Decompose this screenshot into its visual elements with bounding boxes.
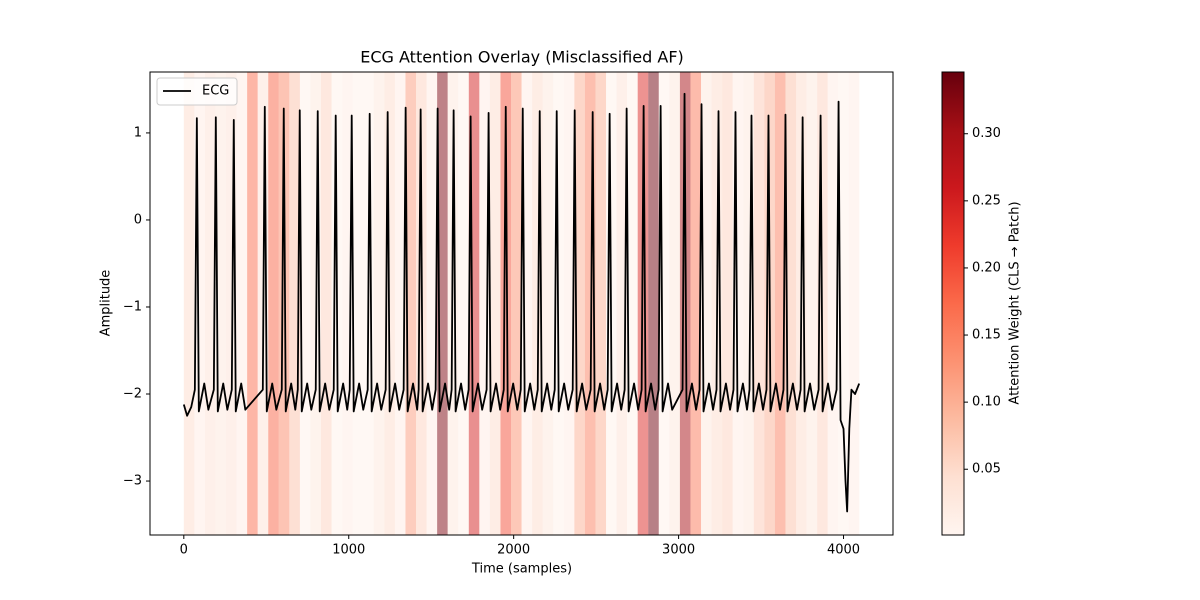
attention-patch [627,72,638,535]
attention-patch [690,72,702,535]
colorbar-tick-label: 0.20 [972,260,1001,275]
x-tick-label: 1000 [332,543,365,558]
attention-patch [806,72,818,535]
attention-patch [669,72,680,535]
colorbar-tick-label: 0.25 [972,193,1001,208]
attention-patch [848,72,860,535]
colorbar-tick-label: 0.30 [972,126,1001,141]
y-tick-label: −3 [123,474,142,489]
legend: ECG [156,77,238,106]
attention-patch [468,72,480,535]
attention-patch [500,72,512,535]
y-axis-label: Amplitude [99,270,114,337]
attention-patch [785,72,797,535]
attention-patch [563,72,575,535]
attention-patch [532,72,543,535]
attention-patch [194,72,205,535]
attention-patch [247,72,258,535]
attention-patch [616,72,628,535]
x-tick-label: 4000 [827,543,860,558]
colorbar [941,71,965,536]
ecg-line [182,92,861,513]
x-axis-label: Time (samples) [471,562,572,577]
attention-patch [584,72,596,535]
y-tick-label: 1 [134,125,142,140]
legend-box [156,77,238,106]
y-tick-label: −1 [123,299,142,314]
attention-patch [732,72,744,535]
y-tick-label: −2 [123,387,142,402]
attention-patch [321,72,332,535]
attention-patch [352,72,364,535]
attention-patch [278,72,290,535]
plot-frame [149,71,894,536]
x-tick-label: 3000 [662,543,695,558]
attention-patch [753,72,765,535]
legend-label: ECG [202,84,229,99]
attention-patch [299,72,311,535]
attention-patch [827,72,839,535]
attention-patch [437,72,448,535]
x-tick-label: 2000 [497,543,530,558]
attention-patch [658,72,670,535]
attention-patch [373,72,385,535]
attention-patch [722,72,733,535]
attention-patch [511,72,522,535]
attention-patch [226,72,237,535]
attention-patch [479,72,490,535]
attention-patch [701,72,712,535]
attention-patch [838,72,849,535]
attention-patch [458,72,469,535]
colorbar-tick-label: 0.10 [972,395,1001,410]
attention-patch [574,72,585,535]
attention-patch [595,72,607,535]
attention-patch [183,72,195,535]
attention-patch [289,72,300,535]
attention-patch [542,72,554,535]
lines [182,92,861,513]
chart-title: ECG Attention Overlay (Misclassified AF) [360,48,684,67]
attention-patch [774,72,786,535]
attention-patch [521,72,533,535]
x-tick-label: 0 [180,543,188,558]
attention-patch [342,72,353,535]
colorbar-tick-label: 0.15 [972,328,1001,343]
attention-patch [394,72,406,535]
y-tick-label: 0 [134,212,142,227]
attention-patch [489,72,501,535]
attention-patch [215,72,227,535]
attention-patch [426,72,438,535]
attention-patch [648,72,659,535]
attention-patch [236,72,248,535]
attention-patch [268,72,279,535]
colorbar-label: Attention Weight (CLS → Patch) [1008,201,1023,404]
colorbar-tick-label: 0.05 [972,462,1001,477]
attention-patch [204,72,216,535]
attention-patch [743,72,754,535]
attention-patch [405,72,417,535]
